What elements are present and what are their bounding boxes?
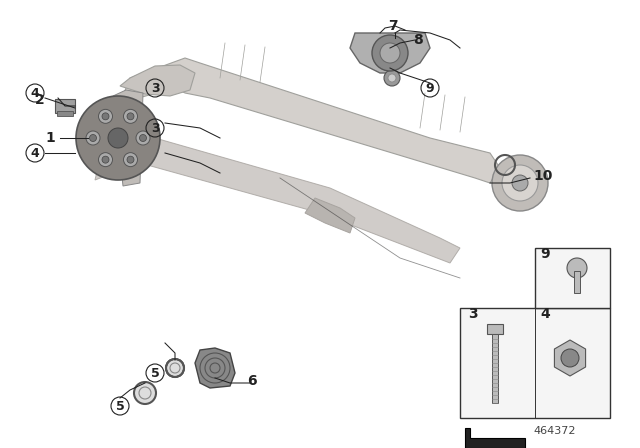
Circle shape [102, 156, 109, 163]
Text: 8: 8 [413, 33, 423, 47]
Polygon shape [350, 33, 430, 73]
Text: 2: 2 [35, 93, 45, 107]
Circle shape [372, 35, 408, 71]
Text: 3: 3 [150, 121, 159, 134]
Bar [55, 99, 75, 113]
Circle shape [380, 43, 400, 63]
Text: 4: 4 [31, 86, 40, 99]
Text: 464372: 464372 [534, 426, 576, 436]
Text: 3: 3 [468, 307, 477, 321]
Circle shape [76, 96, 160, 180]
Circle shape [134, 382, 156, 404]
Text: 4: 4 [31, 146, 40, 159]
Circle shape [492, 155, 548, 211]
Circle shape [561, 349, 579, 367]
Circle shape [124, 153, 138, 167]
Text: 6: 6 [247, 374, 257, 388]
Polygon shape [465, 428, 525, 448]
Text: 10: 10 [533, 169, 553, 183]
Circle shape [99, 153, 113, 167]
Polygon shape [113, 90, 143, 186]
Circle shape [388, 74, 396, 82]
Circle shape [124, 109, 138, 123]
Polygon shape [305, 198, 355, 233]
Circle shape [512, 175, 528, 191]
Circle shape [136, 131, 150, 145]
Text: 3: 3 [150, 82, 159, 95]
Circle shape [567, 258, 587, 278]
Circle shape [90, 134, 97, 142]
Circle shape [166, 359, 184, 377]
Polygon shape [120, 65, 195, 96]
Circle shape [127, 113, 134, 120]
Text: 9: 9 [540, 247, 550, 261]
Text: 7: 7 [388, 19, 398, 33]
Bar [57, 111, 73, 116]
Circle shape [140, 134, 147, 142]
Circle shape [108, 128, 128, 148]
Circle shape [502, 165, 538, 201]
Bar [574, 271, 580, 293]
Circle shape [86, 131, 100, 145]
Bar [460, 308, 610, 418]
Text: 9: 9 [426, 82, 435, 95]
Text: 1: 1 [45, 131, 55, 145]
Bar [535, 248, 610, 308]
Circle shape [99, 109, 113, 123]
Bar [487, 324, 503, 334]
Circle shape [102, 113, 109, 120]
Circle shape [384, 70, 400, 86]
Polygon shape [554, 340, 586, 376]
Text: 5: 5 [116, 400, 124, 413]
Polygon shape [195, 348, 235, 388]
Polygon shape [95, 138, 460, 263]
Bar [492, 334, 498, 403]
Polygon shape [120, 58, 500, 183]
Circle shape [127, 156, 134, 163]
Text: 5: 5 [150, 366, 159, 379]
Text: 4: 4 [540, 307, 550, 321]
